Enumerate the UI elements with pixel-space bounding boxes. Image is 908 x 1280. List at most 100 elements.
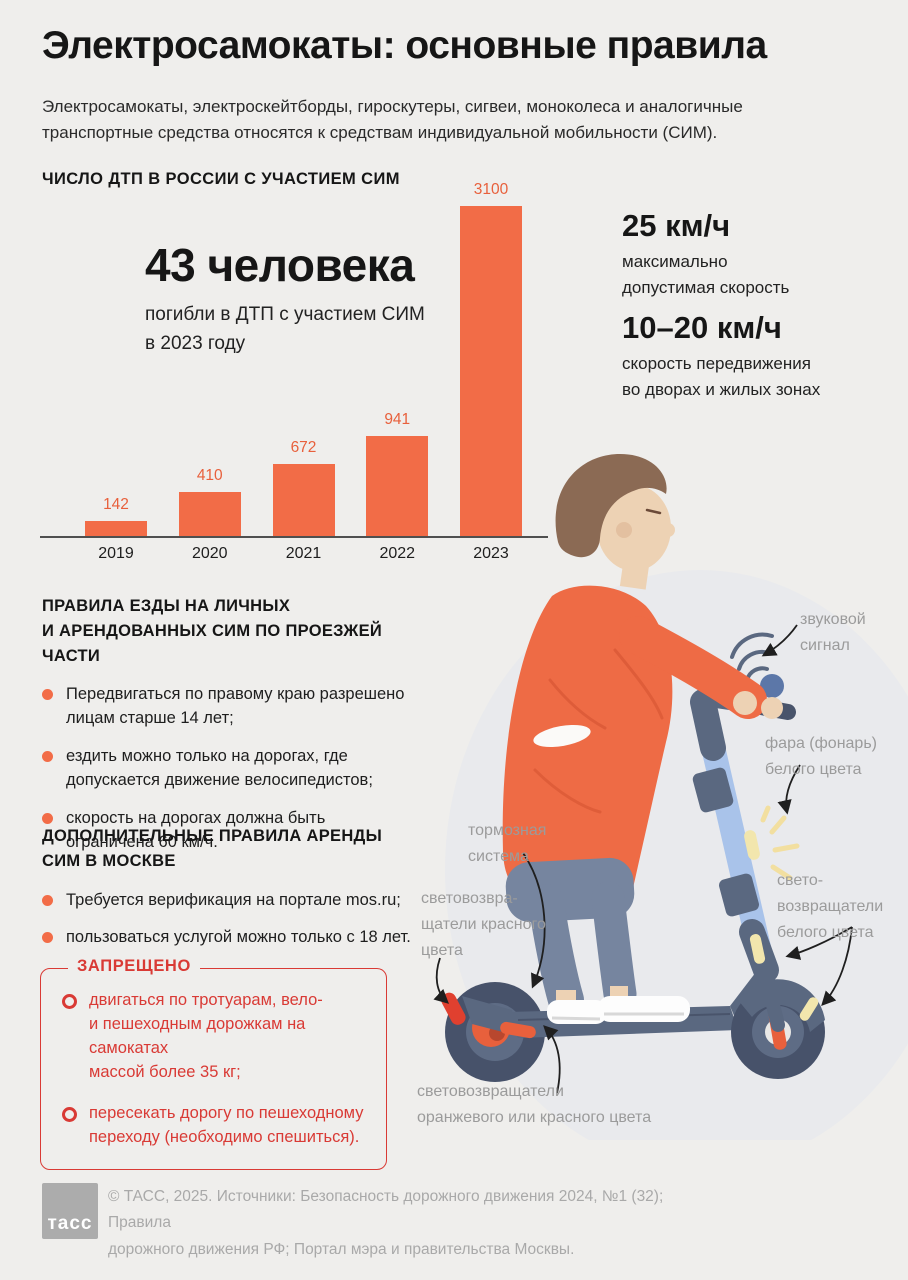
arrow-orange-reflector <box>543 1025 561 1094</box>
rule-text: скорость на дорогах должна быть ограниче… <box>66 808 326 851</box>
forbidden-item: пересекать дорогу по пешеходному переход… <box>62 1102 367 1150</box>
bar <box>272 464 335 536</box>
bar-value-label: 672 <box>290 439 317 456</box>
bar-year-label: 2019 <box>98 545 134 562</box>
section-title: ДОПОЛНИТЕЛЬНЫЕ ПРАВИЛА АРЕНДЫ СИМ В МОСК… <box>42 827 383 870</box>
rule-item: Передвигаться по правому краю разрешено … <box>42 683 442 731</box>
arrow-bell <box>761 624 798 657</box>
bar <box>366 436 429 536</box>
section-title: ПРАВИЛА ЕЗДЫ НА ЛИЧНЫХ И АРЕНДОВАННЫХ СИ… <box>42 597 383 665</box>
rear-wheel <box>441 982 545 1082</box>
arrow-white-reflector-1 <box>785 926 853 960</box>
tass-logo: тасс <box>42 1183 98 1239</box>
speed-limit-max: 25 км/ч максимально допустимая скорость <box>622 208 789 300</box>
rule-text: Передвигаться по правому краю разрешено … <box>66 685 405 728</box>
bar-column: 3100 2023 <box>460 181 522 562</box>
bullet-dot-icon <box>42 894 53 906</box>
bar <box>460 206 522 536</box>
label-brake-system: тормозная система <box>468 822 547 865</box>
speed-caption: скорость передвижения во дворах и жилых … <box>622 354 821 399</box>
fatalities-stat: 43 человека погибли в ДТП с участием СИМ… <box>145 238 425 358</box>
light-rays-icon <box>760 805 800 881</box>
scooter-rider-illustration <box>433 454 908 1140</box>
label-orange-reflectors: световозвращатели оранжевого или красног… <box>417 1083 652 1126</box>
rider <box>502 454 783 1024</box>
footer-credits: © ТАСС, 2025. Источники: Безопасность до… <box>108 1188 664 1258</box>
front-white-reflector <box>799 997 819 1021</box>
bullet-dot-icon <box>42 812 53 824</box>
forbidden-text: двигаться по тротуарам, вело- и пешеходн… <box>89 991 323 1081</box>
front-fender <box>738 979 825 1032</box>
arrow-brake <box>522 852 546 989</box>
headlight <box>744 830 760 860</box>
rule-item: скорость на дорогах должна быть ограниче… <box>42 807 442 855</box>
rule-item: пользоваться услугой можно только с 18 л… <box>42 926 462 950</box>
bell-icon <box>760 674 784 698</box>
bar-value-label: 410 <box>196 467 223 484</box>
rule-text: Требуется верификация на портале mos.ru; <box>66 890 401 909</box>
dtp-bar-chart: 142 2019 410 2020 672 2021 941 2022 3100 2023 <box>40 181 548 562</box>
bullet-dot-icon <box>42 932 53 944</box>
bar-year-label: 2022 <box>379 545 416 562</box>
stem-white-reflector <box>749 934 766 964</box>
bar-column: 672 2021 <box>272 206 335 562</box>
road-rules-list: Передвигаться по правому краю разрешено … <box>42 683 442 855</box>
bar-year-label: 2020 <box>191 545 228 562</box>
right-sneaker <box>598 996 690 1022</box>
forbidden-title: ЗАПРЕЩЕНО <box>68 957 200 976</box>
bar-value-label: 941 <box>384 411 411 428</box>
forbidden-list: двигаться по тротуарам, вело- и пешеходн… <box>62 989 367 1150</box>
label-headlight: фара (фонарь) белого цвета <box>765 735 877 778</box>
stat-caption: погибли в ДТП с участием СИМ в 2023 году <box>145 304 425 354</box>
hand <box>761 697 783 719</box>
bar-column: 142 2019 <box>85 206 147 562</box>
right-leg <box>591 881 637 1011</box>
page-title: Электросамокаты: основные правила <box>42 24 767 67</box>
label-white-reflectors: свето- возвращатели белого цвета <box>777 872 884 941</box>
arrow-white-reflector-2 <box>821 926 853 1006</box>
bar-year-label: 2021 <box>285 545 322 562</box>
deck-orange-reflector <box>500 1021 536 1039</box>
bar-year-label: 2023 <box>473 545 509 562</box>
jacket <box>502 585 673 903</box>
bullet-dot-icon <box>42 751 53 763</box>
speed-limit-yards: 10–20 км/ч скорость передвижения во двор… <box>622 310 820 402</box>
rule-item: Требуется верификация на портале mos.ru; <box>42 889 462 913</box>
hair <box>555 454 667 558</box>
rule-text: ездить можно только на дорогах, где допу… <box>66 747 373 790</box>
bullet-dot-icon <box>42 689 53 701</box>
stem <box>690 689 800 983</box>
arrow-headlight <box>777 764 801 815</box>
bar <box>85 521 147 536</box>
shirt <box>533 724 591 748</box>
rule-text: пользоваться услугой можно только с 18 л… <box>66 928 411 947</box>
left-leg <box>528 884 584 1018</box>
bar-column: 410 2020 <box>178 206 241 562</box>
moscow-rules-list: Требуется верификация на портале mos.ru;… <box>42 889 462 951</box>
forbidden-text: пересекать дорогу по пешеходному переход… <box>89 1103 364 1146</box>
bullet-ring-icon <box>62 994 77 1009</box>
rule-item: ездить можно только на дорогах, где допу… <box>42 745 442 793</box>
tass-logo-text: тасс <box>47 1213 93 1234</box>
bar-column: 941 2022 <box>366 206 429 562</box>
speed-value: 25 км/ч <box>622 208 731 243</box>
chart-title: ЧИСЛО ДТП В РОССИИ С УЧАСТИЕМ СИМ <box>42 170 400 188</box>
forbidden-item: двигаться по тротуарам, вело- и пешеходн… <box>62 989 367 1085</box>
bar-value-label: 3100 <box>473 181 509 198</box>
head <box>597 485 671 571</box>
label-red-reflectors: световозвра- щатели красного цвета <box>421 890 546 959</box>
ear <box>616 522 632 538</box>
hand <box>733 691 757 715</box>
stat-value: 43 человека <box>145 239 415 291</box>
bullet-ring-icon <box>62 1106 77 1122</box>
speed-caption: максимально допустимая скорость <box>622 252 790 297</box>
forbidden-section: ЗАПРЕЩЕНО двигаться по тротуарам, вело- … <box>40 957 387 1170</box>
road-rules-section: ПРАВИЛА ЕЗДЫ НА ЛИЧНЫХ И АРЕНДОВАННЫХ СИ… <box>42 594 442 869</box>
bar <box>178 492 241 536</box>
annotation-arrows <box>433 624 853 1094</box>
page-subtitle: Электросамокаты, электроскейтборды, гиро… <box>42 97 743 142</box>
label-bell: звуковой сигнал <box>800 611 866 654</box>
speed-value: 10–20 км/ч <box>622 310 782 345</box>
moscow-rules-section: ДОПОЛНИТЕЛЬНЫЕ ПРАВИЛА АРЕНДЫ СИМ В МОСК… <box>42 824 462 964</box>
